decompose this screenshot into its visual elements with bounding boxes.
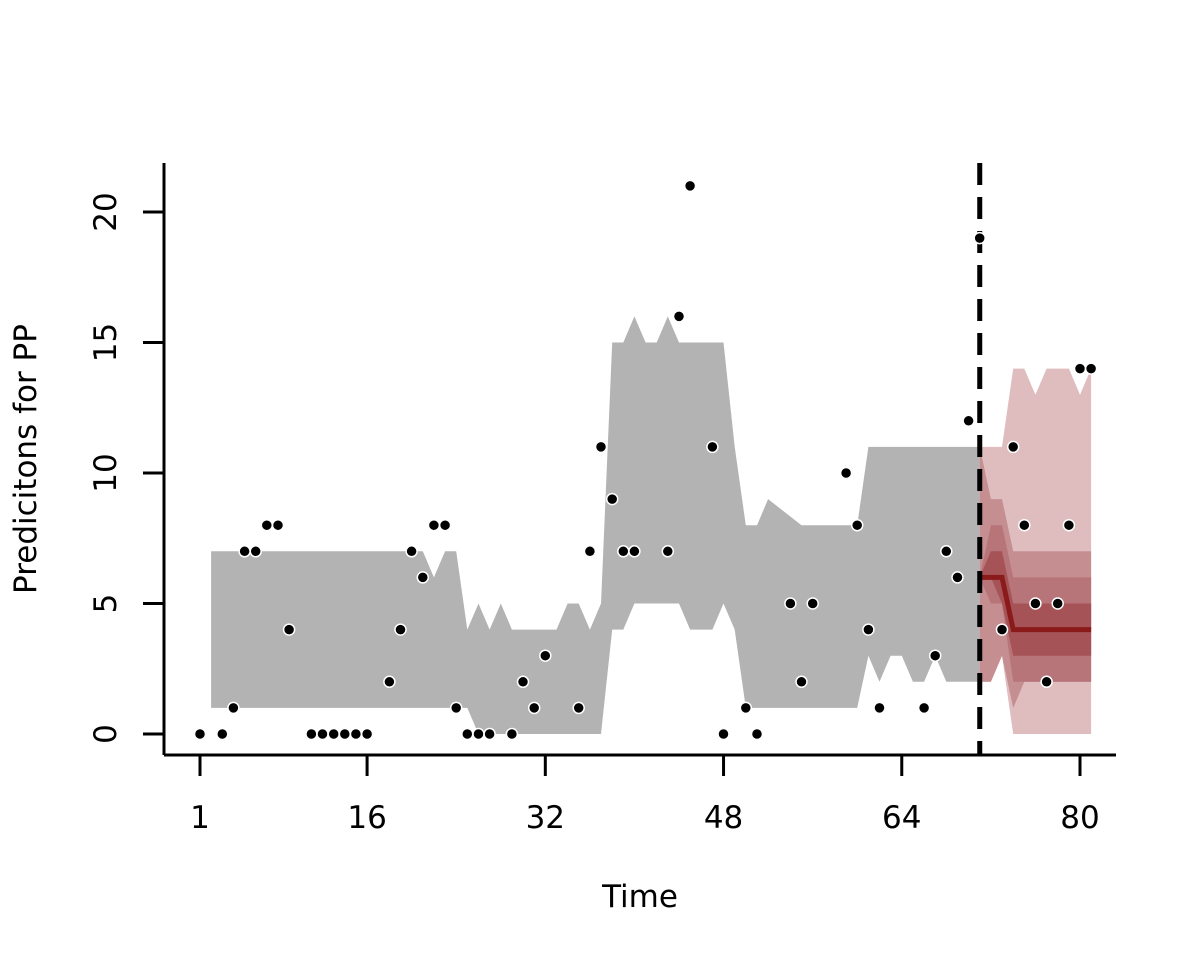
data-point: [527, 701, 541, 715]
data-point: [1040, 675, 1053, 689]
data-point: [1029, 597, 1042, 610]
data-point: [383, 675, 396, 689]
forecast-line-layer: [979, 574, 1092, 633]
data-point: [795, 675, 808, 689]
data-point: [338, 727, 352, 741]
y-tick-label: 0: [88, 724, 124, 744]
data-point: [472, 727, 485, 741]
data-point: [216, 727, 229, 741]
data-point: [271, 518, 285, 532]
data-point: [505, 727, 519, 741]
data-point: [427, 518, 441, 532]
data-point: [628, 545, 641, 558]
data-point: [1084, 362, 1098, 375]
data-point: [227, 701, 240, 715]
data-point: [539, 649, 552, 662]
data-point: [572, 701, 585, 715]
data-point: [583, 545, 597, 558]
data-point: [951, 571, 964, 584]
data-point: [260, 518, 274, 532]
forecast-mean-line: [979, 574, 1092, 633]
data-point: [1051, 597, 1064, 610]
data-point: [327, 727, 340, 741]
data-point: [995, 623, 1009, 636]
data-point: [661, 545, 675, 558]
data-point: [917, 701, 931, 715]
x-tick-label: 80: [1060, 800, 1099, 836]
axes: [162, 163, 1116, 757]
data-point: [605, 492, 619, 506]
x-tick-label: 64: [882, 800, 921, 836]
x-tick-label: 32: [526, 800, 565, 836]
y-tick-label: 5: [88, 594, 124, 614]
data-point: [516, 675, 530, 689]
data-point: [739, 701, 753, 715]
y-axis-title: Predicitons for PP: [8, 324, 44, 594]
data-point: [839, 466, 853, 480]
data-point: [1062, 518, 1076, 532]
data-point: [238, 545, 251, 558]
data-point: [940, 545, 953, 558]
data-point: [438, 518, 452, 532]
data-point: [806, 597, 819, 610]
data-point: [683, 179, 697, 193]
data-point: [850, 518, 864, 532]
data-point: [750, 727, 764, 741]
bands-layer: [211, 316, 1092, 734]
data-point: [193, 727, 207, 741]
data-point: [862, 623, 875, 636]
points-layer: [193, 179, 1098, 741]
fit-band: [211, 316, 980, 734]
data-point: [928, 649, 942, 662]
data-point: [672, 310, 686, 323]
x-ticks: 1 16 32 48 64 80: [190, 755, 1100, 836]
data-point: [784, 597, 797, 610]
data-point: [962, 414, 975, 428]
data-point: [1018, 518, 1031, 532]
data-point: [349, 727, 363, 741]
x-tick-label: 48: [704, 800, 743, 836]
data-point: [449, 701, 463, 715]
y-ticks: 0 5 10 15 20: [88, 192, 164, 744]
data-point: [394, 623, 407, 636]
data-point: [316, 727, 329, 741]
data-point: [360, 727, 374, 741]
data-point: [873, 701, 886, 715]
x-tick-label: 16: [347, 800, 386, 836]
data-point: [594, 440, 608, 454]
data-point: [249, 545, 262, 558]
data-point: [617, 545, 630, 558]
data-point: [305, 727, 318, 741]
y-tick-label: 15: [88, 323, 124, 362]
data-point: [1006, 440, 1020, 454]
y-tick-label: 10: [88, 453, 124, 492]
x-axis-title: Time: [601, 879, 678, 915]
data-point: [282, 623, 296, 636]
data-point: [405, 545, 418, 558]
data-point: [416, 571, 430, 584]
data-point: [1073, 362, 1087, 375]
y-tick-label: 20: [88, 192, 124, 231]
data-point: [483, 727, 496, 741]
data-point: [717, 727, 730, 741]
data-point: [461, 727, 474, 741]
data-point: [706, 440, 719, 454]
x-tick-label: 1: [190, 800, 210, 836]
data-point: [973, 231, 986, 245]
